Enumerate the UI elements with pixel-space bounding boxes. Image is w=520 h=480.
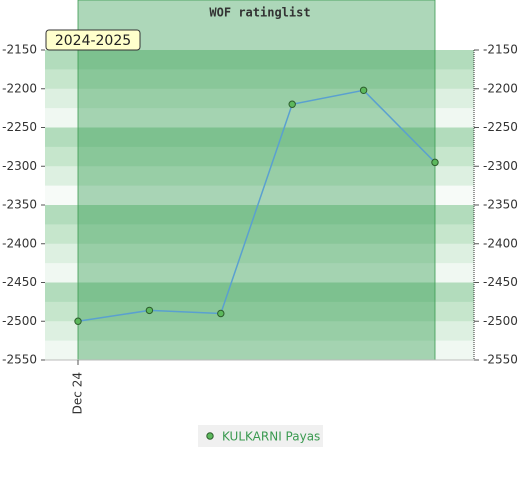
stripe bbox=[45, 282, 474, 303]
y-tick-label: -2500 bbox=[2, 314, 37, 328]
stripe bbox=[45, 50, 474, 70]
stripe bbox=[45, 243, 474, 264]
band-label: 2024-2025 bbox=[55, 33, 131, 49]
stripe bbox=[45, 321, 474, 342]
stripe bbox=[45, 224, 474, 245]
legend-box bbox=[198, 425, 323, 447]
y-tick-label: -2200 bbox=[483, 81, 518, 95]
series-line bbox=[77, 89, 436, 322]
legend-label: KULKARNI Payas bbox=[222, 430, 320, 444]
background-stripes bbox=[45, 50, 474, 361]
y-tick-label: -2350 bbox=[2, 198, 37, 212]
stripe bbox=[45, 127, 474, 148]
stripe bbox=[45, 108, 474, 128]
y-tick-label: -2200 bbox=[2, 81, 37, 95]
stripe bbox=[45, 166, 474, 187]
y-tick-label: -2500 bbox=[483, 314, 518, 328]
y-tick-label: -2550 bbox=[2, 353, 37, 367]
point bbox=[145, 306, 154, 315]
point bbox=[217, 309, 225, 318]
point bbox=[288, 100, 296, 108]
y-tick-label: -2350 bbox=[483, 198, 518, 212]
x-tick-label: Dec 24 bbox=[71, 372, 85, 414]
point bbox=[359, 86, 368, 95]
y-tick-label: -2150 bbox=[483, 43, 518, 57]
legend-marker bbox=[206, 432, 214, 440]
point bbox=[431, 158, 439, 167]
y-tick-label: -2150 bbox=[2, 43, 37, 57]
stripe bbox=[45, 301, 474, 322]
y-tick-label: -2300 bbox=[483, 159, 518, 173]
y-tick-label: -2450 bbox=[483, 275, 518, 289]
y-tick-label: -2250 bbox=[483, 120, 518, 134]
stripe bbox=[45, 340, 474, 361]
y-tick-label: -2450 bbox=[2, 275, 37, 289]
stripe bbox=[45, 185, 474, 206]
band-label-box bbox=[45, 29, 141, 51]
point bbox=[74, 317, 82, 325]
stripe bbox=[45, 205, 474, 225]
y-tick-label: -2550 bbox=[483, 353, 518, 367]
stripe bbox=[45, 263, 474, 283]
period-band bbox=[77, 0, 436, 361]
y-tick-label: -2300 bbox=[2, 159, 37, 173]
chart-title: WOF ratinglist bbox=[209, 6, 310, 20]
stripe bbox=[45, 69, 474, 90]
y-tick-label: -2250 bbox=[2, 120, 37, 134]
y-tick-label: -2400 bbox=[483, 236, 518, 250]
y-tick-label: -2400 bbox=[2, 236, 37, 250]
stripe bbox=[45, 146, 474, 167]
